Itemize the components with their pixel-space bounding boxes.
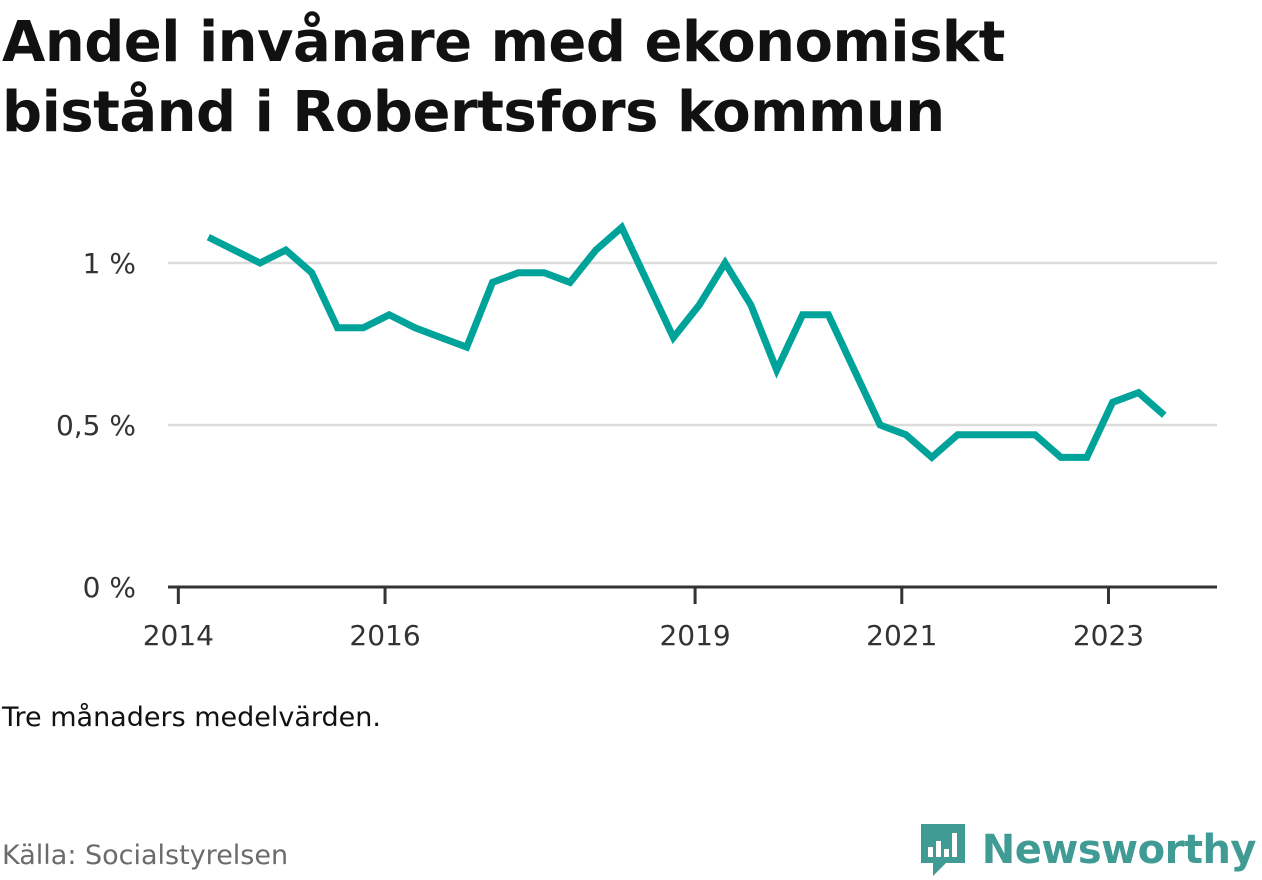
source-text: Källa: Socialstyrelsen [2,840,289,871]
newsworthy-logo-icon [920,824,965,876]
series-line-path [206,221,1167,463]
x-tick-label: 2019 [659,619,730,652]
chart-note: Tre månaders medelvärden. [2,702,381,733]
x-axis: 2014 2016 2019 2021 2023 [143,585,1217,652]
y-axis-labels: 0 % 0,5 % 1 % [56,247,136,604]
brand-logo: Newsworthy [918,820,1257,880]
line-chart: 2014 2016 2019 2021 2023 0 % 0,5 % 1 % [56,221,1217,652]
chart-title: Andel invånare med ekonomiskt bistånd i … [2,10,1005,145]
x-tick-label: 2016 [349,619,420,652]
y-tick-label: 0 % [83,571,136,604]
x-tick-label: 2014 [143,619,214,652]
y-tick-label: 1 % [83,247,136,280]
x-tick-label: 2021 [866,619,937,652]
brand-name: Newsworthy [981,827,1257,873]
x-tick-label: 2023 [1073,619,1144,652]
gridlines [168,261,1217,427]
series-line [206,221,1167,463]
y-tick-label: 0,5 % [56,409,136,442]
